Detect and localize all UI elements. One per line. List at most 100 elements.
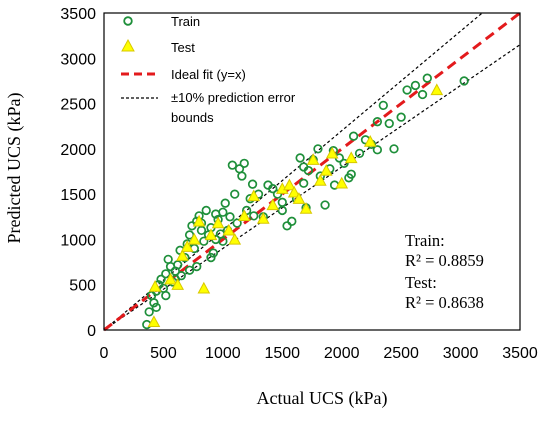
legend-test-marker	[121, 38, 135, 52]
legend-bounds-label-line2: bounds	[171, 110, 214, 125]
train-point	[389, 144, 399, 154]
test-point	[283, 178, 296, 191]
train-point	[384, 118, 394, 129]
train-point	[313, 144, 323, 154]
test-point	[363, 135, 377, 147]
train-point	[239, 158, 249, 168]
train-points-layer	[142, 73, 469, 330]
train-point	[417, 89, 428, 100]
train-r2-heading: Train:	[405, 231, 445, 250]
train-point	[247, 179, 258, 189]
test-point	[197, 281, 211, 294]
train-point	[232, 218, 242, 228]
x-tick-label: 500	[150, 345, 177, 362]
test-point	[256, 212, 270, 224]
y-tick-label: 0	[87, 323, 96, 340]
test-point	[171, 278, 185, 290]
train-point	[372, 117, 383, 127]
train-r2-value: R² = 0.8859	[405, 251, 484, 270]
test-point	[192, 214, 206, 227]
x-tick-label: 2000	[324, 345, 360, 362]
train-point	[378, 100, 388, 111]
legend-train-label: Train	[171, 14, 200, 29]
train-point	[299, 162, 309, 172]
x-tick-label: 3500	[502, 345, 538, 362]
train-point	[227, 160, 238, 170]
y-tick-label: 500	[69, 278, 96, 295]
train-point	[249, 211, 259, 221]
test-point	[148, 279, 162, 292]
test-point	[180, 240, 194, 252]
legend-bounds-label-line1: ±10% prediction error	[171, 90, 296, 105]
train-point	[295, 153, 305, 163]
r2-annotation: Train: R² = 0.8859 Test: R² = 0.8638	[405, 231, 484, 312]
test-point	[287, 185, 301, 198]
train-point	[272, 189, 283, 199]
train-point	[282, 221, 292, 231]
test-point	[292, 192, 306, 204]
train-point	[161, 290, 171, 301]
train-point	[237, 171, 247, 181]
train-point	[184, 265, 195, 275]
train-point	[201, 205, 211, 216]
x-tick-label: 3000	[443, 345, 479, 362]
test-point	[313, 174, 327, 186]
train-point	[211, 209, 221, 219]
test-point	[430, 83, 444, 96]
legend-ideal-label: Ideal fit (y=x)	[171, 67, 246, 82]
test-point	[147, 315, 161, 328]
train-point	[230, 189, 240, 199]
legend: Train Test Ideal fit (y=x) ±10% predicti…	[121, 14, 296, 125]
test-point	[325, 146, 339, 159]
x-tick-label: 2500	[383, 345, 419, 362]
x-tick-labels: 0 500 1000 1500 2000 2500 3000 3500	[100, 345, 538, 362]
plot-frame	[103, 12, 521, 331]
y-tick-label: 1000	[60, 232, 96, 249]
x-tick-label: 1500	[264, 345, 300, 362]
train-point	[396, 112, 406, 122]
train-point	[268, 184, 278, 194]
train-point	[410, 80, 421, 91]
train-point	[156, 274, 166, 284]
train-point	[192, 261, 202, 272]
test-point	[164, 272, 177, 285]
train-point	[225, 212, 235, 222]
train-point	[299, 178, 309, 188]
y-axis-title: Predicted UCS (kPa)	[4, 93, 25, 244]
y-tick-label: 3000	[60, 51, 96, 68]
test-r2-heading: Test:	[405, 273, 437, 292]
train-point	[422, 73, 432, 83]
train-point	[354, 148, 365, 159]
train-point	[372, 145, 383, 155]
x-tick-label: 1000	[205, 345, 241, 362]
test-point	[344, 151, 358, 164]
y-tick-label: 2500	[60, 97, 96, 114]
train-point	[287, 216, 297, 226]
train-point	[149, 298, 159, 308]
test-point	[306, 153, 320, 165]
x-tick-label: 0	[100, 345, 109, 362]
y-tick-label: 3500	[60, 6, 96, 23]
train-point	[277, 197, 287, 207]
test-r2-value: R² = 0.8638	[405, 293, 484, 312]
test-point	[222, 223, 236, 236]
test-point	[319, 164, 333, 176]
test-point	[211, 216, 225, 229]
train-point	[320, 200, 330, 210]
test-points-layer	[147, 83, 444, 328]
train-point	[151, 302, 161, 313]
train-point	[339, 158, 349, 168]
x-axis-title: Actual UCS (kPa)	[257, 388, 388, 409]
legend-test-label: Test	[171, 40, 195, 55]
legend-train-marker	[123, 16, 133, 26]
train-point	[144, 307, 154, 317]
train-point	[199, 236, 209, 246]
train-point	[346, 169, 356, 179]
test-point	[237, 209, 251, 222]
test-point	[266, 198, 280, 211]
test-point	[228, 232, 242, 245]
y-tick-labels: 0 500 1000 1500 2000 2500 3000 3500	[60, 6, 96, 340]
test-point	[299, 202, 313, 214]
test-point	[176, 249, 189, 261]
